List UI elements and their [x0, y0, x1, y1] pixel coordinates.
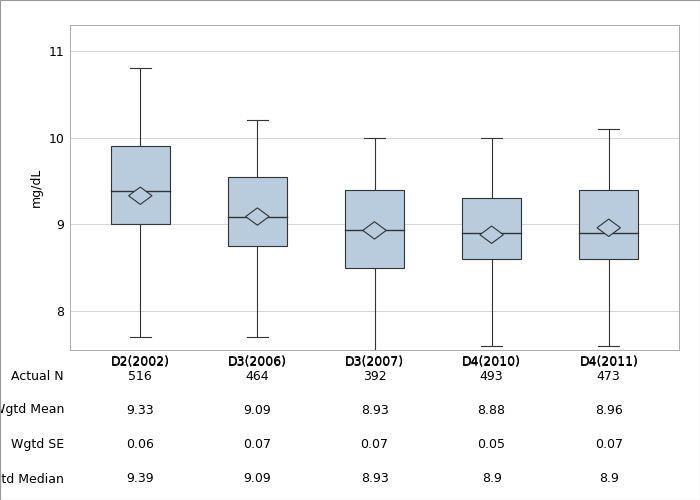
Text: 8.88: 8.88: [477, 404, 505, 416]
Y-axis label: mg/dL: mg/dL: [30, 168, 43, 207]
Text: Wgtd SE: Wgtd SE: [10, 438, 64, 451]
Text: 8.9: 8.9: [482, 472, 502, 486]
Text: D4(2011): D4(2011): [580, 354, 638, 368]
Polygon shape: [246, 208, 269, 225]
Bar: [580, 190, 638, 259]
Text: 0.07: 0.07: [360, 438, 388, 451]
Text: 8.93: 8.93: [360, 472, 388, 486]
Text: 516: 516: [128, 370, 152, 384]
Bar: [111, 146, 169, 224]
Bar: [462, 198, 521, 259]
Text: 9.09: 9.09: [244, 404, 272, 416]
Text: 493: 493: [480, 370, 503, 384]
Text: D2(2002): D2(2002): [111, 354, 170, 368]
Text: 0.06: 0.06: [126, 438, 154, 451]
Text: Wgtd Median: Wgtd Median: [0, 472, 64, 486]
Text: 473: 473: [597, 370, 621, 384]
Text: D4(2010): D4(2010): [462, 354, 521, 368]
Polygon shape: [363, 222, 386, 239]
Text: 9.39: 9.39: [127, 472, 154, 486]
Text: Wgtd Mean: Wgtd Mean: [0, 404, 64, 416]
Text: 464: 464: [246, 370, 270, 384]
Text: 9.09: 9.09: [244, 472, 272, 486]
Text: Actual N: Actual N: [11, 370, 64, 384]
Text: 0.05: 0.05: [477, 438, 505, 451]
Text: 8.93: 8.93: [360, 404, 388, 416]
Bar: [228, 176, 287, 246]
Text: D3(2007): D3(2007): [345, 354, 404, 368]
Text: 8.96: 8.96: [595, 404, 622, 416]
Polygon shape: [480, 226, 503, 244]
Bar: [345, 190, 404, 268]
Text: D3(2006): D3(2006): [228, 354, 287, 368]
Text: 0.07: 0.07: [595, 438, 623, 451]
Text: 392: 392: [363, 370, 386, 384]
Polygon shape: [129, 187, 152, 204]
Text: 9.33: 9.33: [127, 404, 154, 416]
Text: 0.07: 0.07: [244, 438, 272, 451]
Text: 8.9: 8.9: [598, 472, 619, 486]
Polygon shape: [597, 219, 620, 236]
